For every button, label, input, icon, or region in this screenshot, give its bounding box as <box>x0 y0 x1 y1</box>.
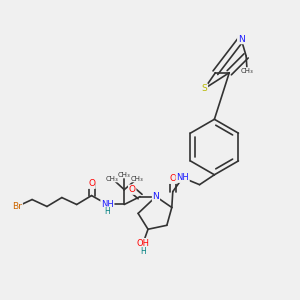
Text: N: N <box>153 192 159 201</box>
Text: Br: Br <box>12 202 22 211</box>
Text: S: S <box>202 84 207 93</box>
Text: O: O <box>129 185 136 194</box>
Text: CH₃: CH₃ <box>131 176 143 182</box>
Text: NH: NH <box>176 173 189 182</box>
Text: H: H <box>140 247 146 256</box>
Text: O: O <box>169 174 176 183</box>
Text: CH₃: CH₃ <box>118 172 130 178</box>
Text: NH: NH <box>101 200 114 209</box>
Text: OH: OH <box>136 238 150 247</box>
Text: CH₃: CH₃ <box>106 176 119 182</box>
Text: N: N <box>238 34 244 43</box>
Text: O: O <box>88 179 95 188</box>
Text: CH₃: CH₃ <box>241 68 254 74</box>
Text: H: H <box>104 207 110 216</box>
